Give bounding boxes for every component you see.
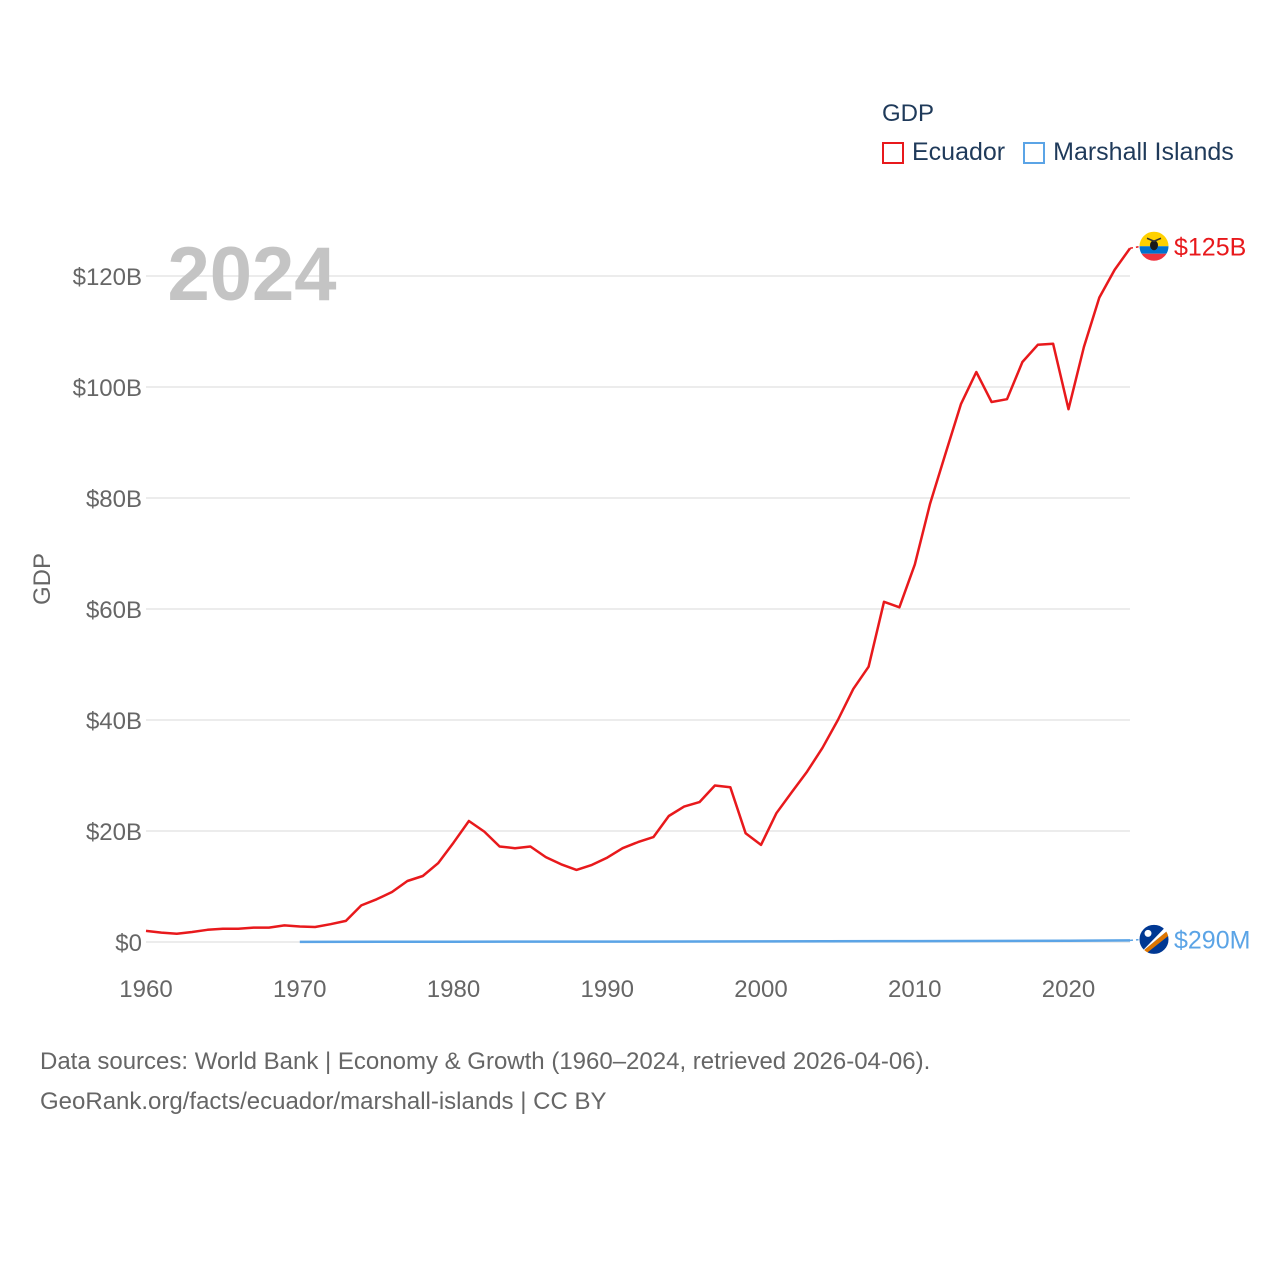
- legend-label-marshall-islands: Marshall Islands: [1053, 138, 1234, 166]
- x-tick-label: 1980: [427, 976, 480, 1003]
- flag-icon-ecuador: [1138, 230, 1170, 262]
- series-line-marshall-islands[interactable]: [299, 939, 1131, 944]
- end-value-label-marshall-islands: $290M: [1174, 926, 1250, 954]
- legend: GDP Ecuador Marshall Islands: [882, 100, 1234, 167]
- series-line-ecuador[interactable]: [145, 247, 1132, 935]
- flag-icon-marshall-islands: [1138, 923, 1170, 955]
- y-tick-label: $20B: [86, 819, 142, 846]
- y-axis-title: GDP: [29, 553, 56, 605]
- source-line-1: Data sources: World Bank | Economy & Gro…: [40, 1048, 931, 1075]
- end-leader-ecuador: [1129, 245, 1143, 249]
- y-tick-label: $40B: [86, 708, 142, 735]
- year-watermark: 2024: [167, 232, 336, 317]
- x-tick-label: 2010: [888, 976, 941, 1003]
- y-tick-label: $80B: [86, 486, 142, 513]
- y-tick-label: $60B: [86, 597, 142, 624]
- y-tick-label: $120B: [73, 264, 142, 291]
- x-tick-label: 2020: [1042, 976, 1095, 1003]
- legend-item-ecuador[interactable]: Ecuador: [882, 138, 1005, 167]
- y-tick-label: $100B: [73, 375, 142, 402]
- legend-item-marshall-islands[interactable]: Marshall Islands: [1023, 138, 1234, 167]
- x-tick-label: 1960: [119, 976, 172, 1003]
- legend-title: GDP: [882, 100, 935, 127]
- source-line-2[interactable]: GeoRank.org/facts/ecuador/marshall-islan…: [40, 1088, 607, 1115]
- gdp-line-chart: 2024 GDP $0 $20B $40B $60B $80B $100B $120B 196…: [29, 230, 1250, 1003]
- y-tick-label: $0: [115, 930, 142, 957]
- legend-label-ecuador: Ecuador: [912, 138, 1006, 166]
- x-tick-label: 1990: [581, 976, 634, 1003]
- x-tick-label: 2000: [734, 976, 787, 1003]
- legend-swatch-marshall-islands: [1023, 141, 1046, 164]
- endpoint-layer: $125B $290M: [1129, 230, 1250, 955]
- end-leader-marshall-islands: [1129, 938, 1143, 942]
- series-layer: [145, 247, 1132, 944]
- source-note: Data sources: World Bank | Economy & Gro…: [40, 1042, 930, 1122]
- tick-layer: $0 $20B $40B $60B $80B $100B $120B 1960 1970 1980…: [73, 264, 1096, 1003]
- x-tick-label: 1970: [273, 976, 326, 1003]
- legend-swatch-ecuador: [882, 141, 904, 164]
- end-value-label-ecuador: $125B: [1174, 233, 1246, 261]
